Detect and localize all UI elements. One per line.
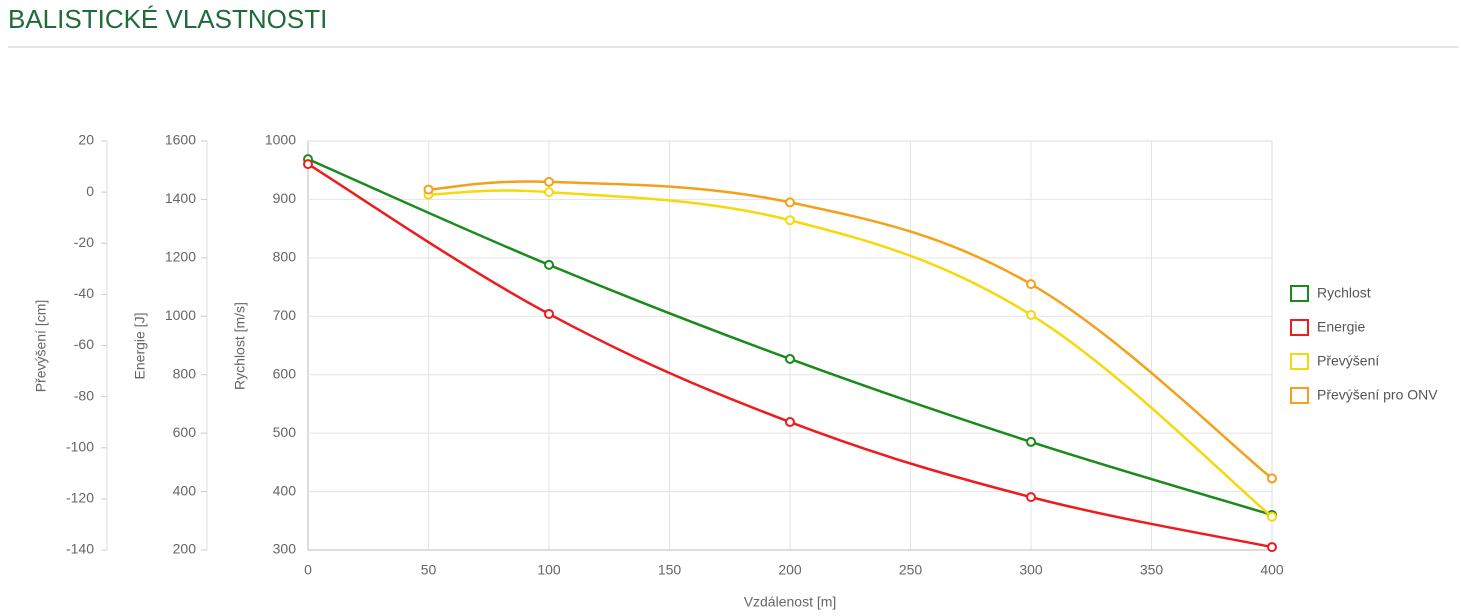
point bbox=[1026, 279, 1036, 290]
point bbox=[1026, 436, 1036, 447]
y-tick-label: 1200 bbox=[165, 249, 196, 265]
y-tick-label: 600 bbox=[173, 424, 197, 440]
point bbox=[785, 417, 795, 428]
y-tick-label: 700 bbox=[273, 307, 297, 323]
y-tick-label: 1600 bbox=[165, 132, 196, 148]
y-tick-label: -140 bbox=[66, 541, 94, 557]
legend-swatch bbox=[1290, 387, 1309, 404]
y-tick-label: 600 bbox=[273, 365, 297, 381]
x-tick-label: 100 bbox=[537, 562, 561, 578]
y-tick-label: 0 bbox=[86, 183, 94, 199]
y-tick-label: 900 bbox=[273, 190, 297, 206]
x-tick-label: 50 bbox=[421, 562, 437, 578]
point bbox=[1267, 473, 1277, 484]
point bbox=[544, 187, 554, 198]
y-tick-label: -100 bbox=[66, 438, 94, 454]
series-line bbox=[428, 180, 1273, 480]
legend-label: Energie bbox=[1317, 319, 1365, 335]
y-tick-label: 1400 bbox=[165, 190, 196, 206]
legend-swatch bbox=[1290, 319, 1309, 336]
point bbox=[785, 353, 795, 364]
x-tick-label: 200 bbox=[778, 562, 802, 578]
y-axis-label: Rychlost [m/s] bbox=[232, 302, 248, 390]
x-tick-label: 300 bbox=[1019, 562, 1043, 578]
x-axis-label: Vzdálenost [m] bbox=[744, 594, 837, 610]
y-tick-label: -80 bbox=[74, 387, 94, 403]
point bbox=[1267, 511, 1277, 522]
point bbox=[1026, 309, 1036, 320]
point bbox=[785, 197, 795, 208]
page-title: BALISTICKÉ VLASTNOSTI bbox=[8, 4, 327, 34]
y2-axis-label: Energie [J] bbox=[132, 313, 148, 380]
y-tick-label: 800 bbox=[173, 365, 197, 381]
point bbox=[303, 159, 313, 170]
x-tick-label: 250 bbox=[899, 562, 923, 578]
x-tick-label: 0 bbox=[304, 562, 312, 578]
point bbox=[544, 176, 554, 187]
legend-label: Převýšení pro ONV bbox=[1317, 387, 1438, 403]
legend-swatch bbox=[1290, 353, 1309, 370]
legend-swatch bbox=[1290, 285, 1309, 302]
y-tick-label: 400 bbox=[173, 482, 197, 498]
y3-axis-label: Převýšení [cm] bbox=[33, 300, 49, 393]
y-tick-label: -40 bbox=[74, 285, 94, 301]
y-tick-label: 200 bbox=[173, 541, 197, 557]
series-line bbox=[428, 189, 1273, 518]
y-tick-label: -120 bbox=[66, 490, 94, 506]
point bbox=[785, 215, 795, 226]
point bbox=[544, 259, 554, 270]
x-tick-label: 400 bbox=[1260, 562, 1284, 578]
y-tick-label: 1000 bbox=[265, 132, 296, 148]
legend-label: Převýšení bbox=[1317, 353, 1379, 369]
y-tick-label: 300 bbox=[273, 541, 297, 557]
point bbox=[1026, 492, 1036, 503]
y-tick-label: -20 bbox=[74, 234, 94, 250]
point bbox=[423, 184, 434, 195]
y-tick-label: -60 bbox=[74, 336, 94, 352]
y-tick-label: 1000 bbox=[165, 307, 196, 323]
point bbox=[1267, 542, 1277, 553]
y-tick-label: 20 bbox=[78, 132, 94, 148]
x-tick-label: 350 bbox=[1140, 562, 1164, 578]
y-tick-label: 500 bbox=[273, 424, 297, 440]
y-tick-label: 800 bbox=[273, 249, 297, 265]
point bbox=[544, 308, 554, 319]
x-tick-label: 150 bbox=[658, 562, 682, 578]
legend-label: Rychlost bbox=[1317, 285, 1371, 301]
y-tick-label: 400 bbox=[273, 482, 297, 498]
